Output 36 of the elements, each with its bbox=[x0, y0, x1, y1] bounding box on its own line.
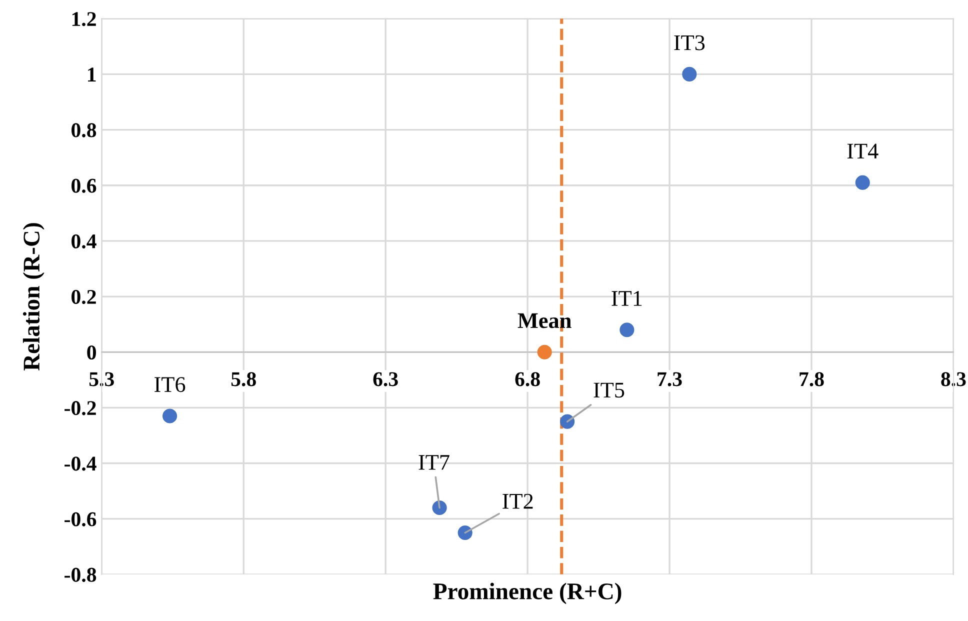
point bbox=[620, 322, 634, 338]
y-tick-label: 1.2 bbox=[72, 12, 96, 26]
y-tick-label: -0.2 bbox=[64, 401, 96, 416]
y-tick-label: 0.8 bbox=[72, 123, 96, 138]
point bbox=[537, 344, 552, 360]
x-axis-title: Prominence (R+C) bbox=[433, 582, 622, 604]
x-tick-label: 7.8 bbox=[800, 372, 824, 386]
x-tick-label: 8.3 bbox=[941, 372, 966, 386]
annotation: IT1 bbox=[612, 291, 642, 306]
y-tick-label: 0.6 bbox=[72, 178, 96, 193]
x-tick-label: 6.3 bbox=[373, 372, 398, 386]
x-tick-label: 7.3 bbox=[658, 372, 682, 386]
y-tick-label: 0 bbox=[87, 345, 96, 360]
annotation: IT6 bbox=[154, 377, 186, 392]
y-tick-label: -0.6 bbox=[64, 512, 96, 526]
y-tick-label: 1 bbox=[88, 68, 96, 82]
x-tick-label: 5.8 bbox=[231, 372, 256, 386]
y-tick-label: 0.4 bbox=[72, 234, 96, 248]
x-tick-label: 6.8 bbox=[515, 372, 540, 386]
point bbox=[855, 175, 870, 190]
annotation: IT4 bbox=[847, 144, 878, 158]
annotation: IT7 bbox=[418, 455, 450, 470]
y-axis-title: Relation (R-C) bbox=[22, 223, 44, 371]
point bbox=[162, 408, 178, 424]
annotation: IT2 bbox=[502, 494, 533, 509]
y-tick-label: -0.8 bbox=[64, 568, 96, 582]
point bbox=[458, 525, 472, 540]
point bbox=[682, 66, 697, 82]
point bbox=[432, 500, 447, 516]
y-tick-label: -0.4 bbox=[64, 456, 96, 471]
annotation: IT5 bbox=[594, 382, 624, 398]
x-tick-label: 5.3 bbox=[89, 372, 114, 386]
annotation: Mean bbox=[518, 313, 572, 328]
annotation: IT3 bbox=[674, 35, 705, 50]
point bbox=[560, 414, 575, 429]
y-tick-label: 0.2 bbox=[72, 290, 96, 304]
